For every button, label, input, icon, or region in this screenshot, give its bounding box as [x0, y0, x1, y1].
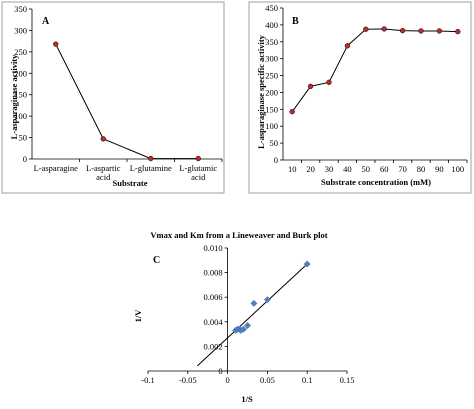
- chart-c: Vmax and Km from a Lineweaver and Burk p…: [133, 230, 354, 404]
- chart-a-data-point: [100, 136, 106, 142]
- chart-c-panel-label: C: [153, 255, 160, 266]
- chart-b-data-point: [363, 26, 369, 32]
- chart-a-y-tick-label: 0: [23, 154, 27, 164]
- chart-b-panel-label: B: [292, 16, 299, 27]
- chart-c-data-point: [263, 296, 271, 304]
- chart-a-data-point: [148, 155, 154, 162]
- chart-a-y-tick-label: 50: [19, 133, 28, 143]
- chart-b-y-tick-label: 300: [265, 54, 278, 64]
- chart-c-x-tick-label: -0.05: [179, 375, 197, 385]
- chart-c-y-tick-label: 0.006: [203, 292, 222, 302]
- chart-c-y-tick-label: 0: [218, 366, 222, 376]
- chart-b-x-tick-label: 100: [451, 164, 464, 174]
- chart-b-y-tick-label: 0: [274, 155, 278, 165]
- chart-c-trendline: [197, 263, 308, 367]
- chart-b-data-point: [381, 26, 387, 32]
- chart-c-x-tick-label: 0.05: [260, 375, 275, 385]
- chart-b: B L-asparaginase specific activity Subst…: [248, 1, 472, 194]
- chart-c-title: Vmax and Km from a Lineweaver and Burk p…: [150, 230, 327, 240]
- chart-a-data-point: [195, 155, 201, 162]
- chart-b-data-point: [326, 79, 332, 85]
- chart-b-x-tick-label: 90: [435, 164, 444, 174]
- chart-b-data-point: [399, 27, 406, 34]
- chart-a-series-line: [55, 43, 199, 160]
- chart-c-x-tick-label: -0.1: [141, 375, 154, 385]
- chart-b-x-tick-label: 10: [288, 164, 297, 174]
- chart-a-y-tick-label: 250: [14, 47, 27, 57]
- chart-b-y-tick-label: 100: [265, 121, 278, 131]
- chart-b-x-tick-label: 40: [343, 164, 352, 174]
- chart-a: A L-asparaginase activity Substrate 0 50 1…: [1, 1, 225, 194]
- chart-b-x-axis-label: Substrate concentration (mM): [321, 177, 431, 187]
- chart-a-category-label: L-glutamic acid: [179, 163, 217, 182]
- chart-a-category-label: L-aspartic acid: [86, 163, 121, 182]
- chart-a-y-tick-label: 350: [14, 4, 27, 14]
- chart-c-x-tick-label: 0.15: [340, 375, 355, 385]
- chart-b-x-tick-label: 70: [398, 164, 407, 174]
- chart-a-data-point: [53, 41, 59, 47]
- chart-a-y-axis-label: L-asparaginase activity: [9, 54, 19, 140]
- chart-b-y-axis-label: L-asparaginase specific activity: [256, 34, 266, 149]
- chart-a-y-tick-label: 300: [14, 25, 27, 35]
- chart-b-y-tick-label: 450: [265, 3, 278, 13]
- chart-b-y-tick-label: 150: [265, 104, 278, 114]
- chart-c-x-tick-label: 0.1: [302, 375, 313, 385]
- chart-b-y-tick-label: 50: [270, 138, 279, 148]
- chart-c-data-point: [303, 260, 311, 268]
- chart-b-data-point: [455, 28, 461, 35]
- chart-b-y-tick-label: 350: [265, 37, 278, 47]
- chart-a-y-tick-label: 150: [14, 90, 27, 100]
- chart-b-border: [248, 1, 472, 194]
- chart-b-x-tick-label: 20: [306, 164, 315, 174]
- chart-a-x-axis-label: Substrate: [113, 178, 148, 188]
- chart-b-x-tick-label: 30: [325, 164, 334, 174]
- chart-c-y-axis-label: 1/V: [133, 309, 143, 323]
- chart-b-y-tick-label: 200: [265, 87, 278, 97]
- chart-c-y-tick-label: 0.008: [203, 268, 222, 278]
- chart-c-y-tick-label: 0.010: [203, 243, 222, 253]
- chart-c-x-tick-label: 0: [225, 375, 229, 385]
- chart-b-data-point: [418, 28, 424, 34]
- chart-a-category-label: L-glutamine: [130, 163, 172, 173]
- chart-a-y-tick-label: 200: [14, 68, 27, 78]
- chart-a-y-tick-label: 100: [14, 111, 27, 121]
- chart-b-x-tick-label: 80: [417, 164, 426, 174]
- chart-b-x-tick-label: 60: [380, 164, 389, 174]
- chart-b-y-tick-label: 400: [265, 20, 278, 30]
- chart-c-y-tick-label: 0.002: [203, 341, 222, 351]
- chart-b-data-point: [436, 28, 443, 34]
- chart-a-border: [1, 1, 225, 194]
- chart-b-data-point: [344, 43, 351, 49]
- chart-c-data-point: [244, 322, 251, 329]
- chart-b-data-point: [289, 109, 295, 115]
- chart-b-y-tick-label: 250: [265, 71, 278, 81]
- chart-b-x-tick-label: 50: [362, 164, 371, 174]
- chart-b-data-point: [307, 83, 314, 90]
- chart-c-x-axis-label: 1/S: [241, 394, 253, 404]
- chart-a-panel-label: A: [42, 16, 50, 27]
- chart-a-category-label: L-asparagine: [34, 163, 79, 173]
- chart-c-data-point: [250, 299, 258, 307]
- chart-c-y-tick-label: 0.004: [203, 317, 223, 327]
- chart-b-series-line: [291, 28, 458, 112]
- chart-c-data-point: [240, 325, 248, 333]
